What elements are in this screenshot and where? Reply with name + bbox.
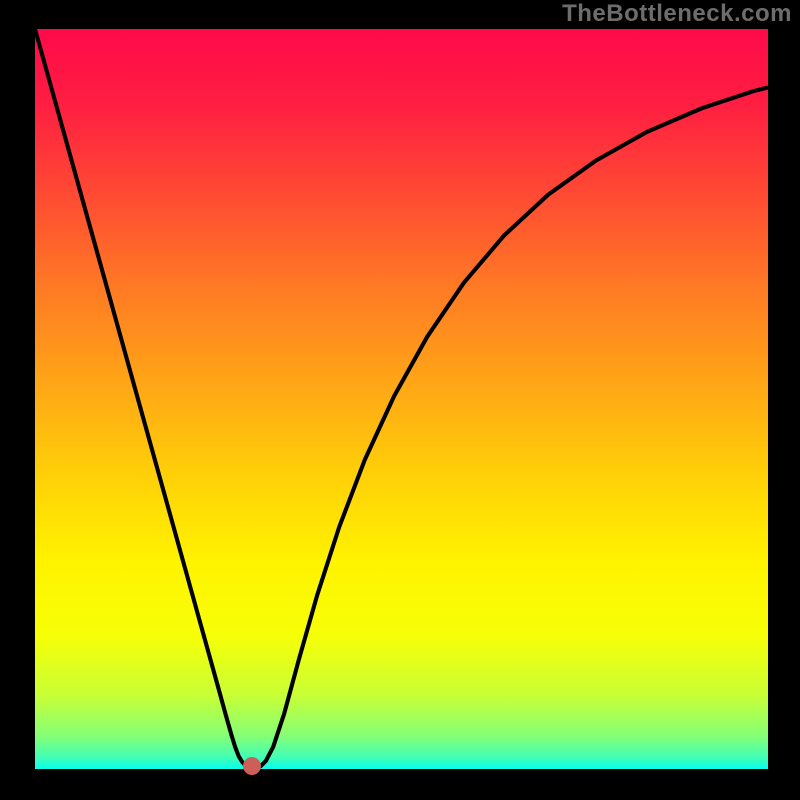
curve-path [35, 29, 768, 768]
optimum-marker [243, 757, 261, 775]
chart-frame: TheBottleneck.com [0, 0, 800, 800]
bottleneck-curve [35, 29, 768, 769]
watermark-text: TheBottleneck.com [562, 0, 792, 28]
plot-area [35, 29, 768, 769]
